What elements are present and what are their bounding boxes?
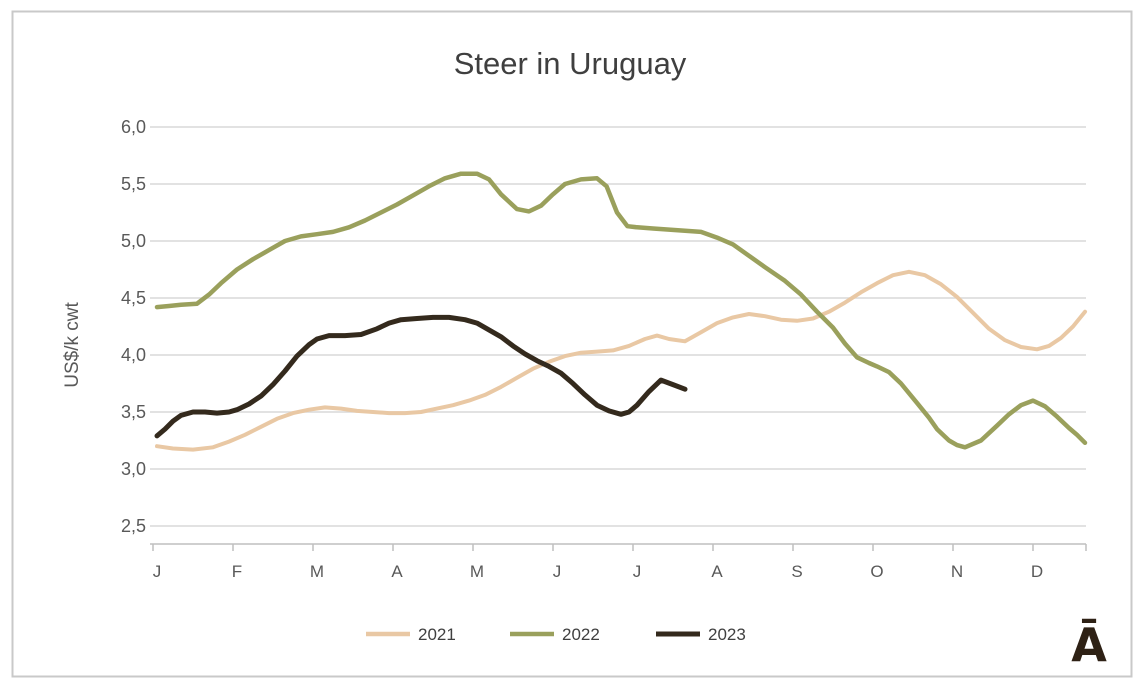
y-tick-label-2,5: 2,5 (121, 516, 146, 536)
series-line-2021 (155, 269, 1087, 452)
x-tick-label-8-A: A (711, 562, 723, 581)
series-lines (154, 171, 1088, 452)
chart-frame-border (11, 10, 1133, 678)
series-line-2022 (154, 171, 1088, 450)
y-tick-label-4,5: 4,5 (121, 288, 146, 308)
x-tick-label-2-F: F (232, 562, 242, 581)
legend-item-2022: 2022 (510, 625, 600, 644)
y-tick-label-6,0: 6,0 (121, 117, 146, 137)
series-line-2023 (154, 314, 688, 439)
x-tick-label-1-J: J (153, 562, 162, 581)
y-tick-label-5,0: 5,0 (121, 231, 146, 251)
y-tick-label-4,0: 4,0 (121, 345, 146, 365)
x-tick-label-11-N: N (951, 562, 963, 581)
legend-item-2023: 2023 (656, 625, 746, 644)
logo-mark: Ā (1071, 618, 1107, 672)
x-tick-label-7-J: J (633, 562, 642, 581)
x-tick-label-10-O: O (870, 562, 883, 581)
y-tick-label-5,5: 5,5 (121, 174, 146, 194)
x-tick-label-3-M: M (310, 562, 324, 581)
x-tick-label-12-D: D (1031, 562, 1043, 581)
y-tick-label-3,5: 3,5 (121, 402, 146, 422)
x-tick-label-9-S: S (791, 562, 802, 581)
legend-label-2021: 2021 (418, 625, 456, 644)
y-axis-tick-labels: 6,0 5,5 5,0 4,5 4,0 3,5 3,0 2,5 (121, 117, 146, 536)
legend-label-2022: 2022 (562, 625, 600, 644)
legend: 2021 2022 2023 (366, 625, 746, 644)
chart-title: Steer in Uruguay (454, 46, 687, 81)
x-tick-label-4-A: A (391, 562, 403, 581)
x-tick-label-5-M: M (470, 562, 484, 581)
y-axis-title: US$/k cwt (62, 302, 83, 388)
legend-label-2023: 2023 (708, 625, 746, 644)
gridlines (150, 126, 1086, 527)
y-tick-label-3,0: 3,0 (121, 459, 146, 479)
legend-item-2021: 2021 (366, 625, 456, 644)
x-tick-label-6-J: J (553, 562, 562, 581)
